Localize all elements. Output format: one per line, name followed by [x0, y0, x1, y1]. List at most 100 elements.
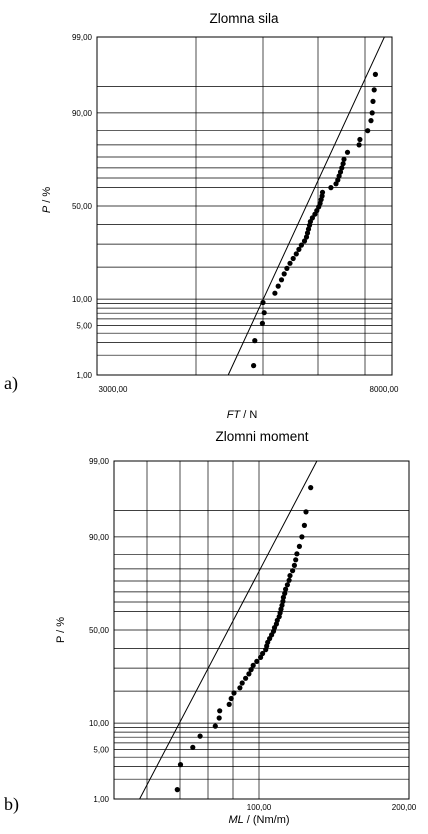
data-point: [248, 667, 254, 673]
chart-b-x-tick-200: 200,00: [392, 803, 417, 812]
chart-b-y-var: P: [55, 636, 67, 643]
chart-b-plot-frame: [113, 460, 410, 800]
data-point: [228, 695, 234, 702]
data-point: [250, 662, 256, 669]
data-point: [278, 277, 285, 283]
data-point: [237, 685, 243, 691]
data-point: [260, 299, 266, 306]
fit-line: [227, 36, 385, 376]
data-point: [216, 715, 222, 721]
y-tick-label: 10,00: [72, 295, 93, 304]
chart-a-points: [251, 71, 378, 369]
data-point: [252, 338, 258, 344]
data-point: [284, 265, 290, 271]
data-point: [356, 142, 362, 148]
chart-b-x-tick-100: 100,00: [247, 803, 272, 812]
y-tick-label: 5,00: [76, 322, 92, 331]
data-point: [308, 485, 314, 491]
data-point: [197, 733, 203, 739]
chart-a-x-var: FT: [227, 409, 242, 421]
data-point: [287, 573, 293, 579]
data-point: [239, 680, 245, 686]
data-point: [365, 128, 371, 134]
chart-a-plot-frame: [96, 36, 393, 376]
chart-b-fit: [139, 460, 318, 800]
data-point: [309, 215, 315, 221]
data-point: [291, 562, 297, 569]
data-point: [336, 173, 342, 179]
y-tick-label: 1,00: [93, 795, 109, 804]
data-point: [177, 762, 184, 768]
chart-b-title: Zlomni moment: [215, 429, 308, 444]
data-point: [258, 654, 264, 661]
data-point: [275, 283, 281, 289]
panel-a-label: a): [4, 373, 18, 394]
panel-b: Zlomni moment 1,00 5,00 10,00 50,00 90,00 99,…: [4, 429, 417, 826]
chart-b-x-label: ML / (Nm/m): [228, 814, 289, 826]
y-tick-label: 50,00: [89, 626, 110, 635]
data-point: [299, 534, 305, 540]
chart-b-points: [174, 485, 314, 793]
data-point: [246, 671, 252, 677]
chart-a-x-tick-min: 3000,00: [99, 385, 128, 394]
data-point: [190, 744, 196, 751]
data-point: [226, 701, 232, 708]
data-point: [340, 161, 346, 167]
data-point: [283, 586, 289, 592]
data-point: [341, 156, 347, 162]
data-point: [301, 238, 308, 244]
chart-a-y-unit: / %: [41, 187, 53, 206]
data-point: [319, 189, 326, 195]
data-point: [339, 165, 345, 171]
data-point: [368, 118, 374, 124]
y-tick-label: 90,00: [72, 109, 93, 118]
fit-line: [139, 460, 318, 800]
data-point: [328, 185, 334, 191]
data-point: [335, 177, 341, 183]
data-point: [231, 690, 237, 696]
data-point: [304, 230, 311, 236]
data-point: [370, 98, 376, 104]
y-tick-label: 50,00: [72, 202, 93, 211]
chart-b-x-unit: / (Nm/m): [244, 814, 290, 826]
data-point: [298, 242, 304, 248]
y-tick-label: 5,00: [93, 746, 109, 755]
chart-a-x-unit: / N: [240, 409, 257, 421]
chart-b-y-unit: / %: [55, 617, 67, 636]
data-point: [282, 590, 288, 597]
data-point: [337, 169, 344, 175]
data-point: [286, 577, 292, 583]
chart-b-y-ticks: 1,00 5,00 10,00 50,00 90,00 99,00: [89, 457, 110, 804]
data-point: [372, 71, 378, 77]
data-point: [293, 557, 299, 563]
data-point: [251, 363, 257, 369]
data-point: [280, 594, 286, 601]
data-point: [303, 234, 310, 240]
chart-b-y-label: P / %: [55, 617, 67, 643]
chart-b-x-var: ML: [228, 814, 243, 826]
data-point: [371, 87, 377, 93]
chart-a-x-label: FT / N: [227, 409, 258, 421]
data-point: [284, 582, 290, 588]
chart-a-y-label: P / %: [41, 187, 53, 214]
data-point: [259, 320, 265, 326]
y-tick-label: 1,00: [76, 371, 92, 380]
data-point: [212, 723, 218, 729]
data-point: [254, 658, 260, 665]
chart-a-grid: [96, 36, 393, 376]
data-point: [296, 246, 302, 252]
data-point: [344, 149, 351, 155]
chart-a-y-var: P: [41, 205, 53, 213]
data-point: [287, 260, 293, 266]
data-point: [261, 310, 267, 316]
data-point: [281, 271, 287, 277]
panel-b-label: b): [4, 794, 19, 815]
data-point: [290, 568, 296, 574]
data-point: [301, 522, 307, 529]
data-point: [293, 251, 299, 257]
data-point: [260, 650, 266, 657]
data-point: [243, 675, 249, 681]
data-point: [272, 290, 278, 296]
data-point: [280, 598, 286, 605]
